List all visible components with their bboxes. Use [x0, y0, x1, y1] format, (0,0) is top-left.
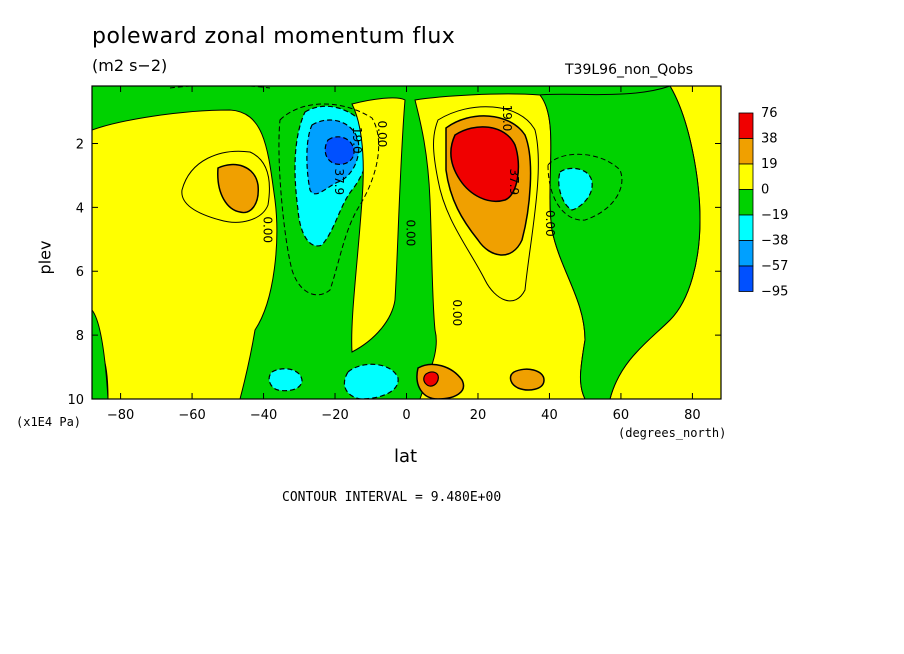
legend-label: 19	[761, 157, 778, 172]
y-axis-label: plev	[35, 240, 55, 275]
run-name: T39L96_non_Qobs	[565, 62, 694, 78]
x-tick-label: −60	[178, 408, 205, 423]
contour-label: 0.00	[261, 216, 275, 243]
legend-label: −38	[761, 234, 788, 249]
y-axis-units: (x1E4 Pa)	[16, 415, 82, 429]
region-orange-west	[217, 163, 259, 214]
legend-label: 0	[761, 183, 769, 198]
contour-label: 19.0	[350, 127, 364, 154]
region-darkblue-west	[324, 136, 355, 165]
color-legend: 76 38 19 0 −19 −38 −57 −95	[738, 106, 788, 300]
region-red-south	[423, 371, 439, 387]
y-tick-label: 6	[76, 265, 84, 280]
region-cyan-south-1	[268, 368, 303, 392]
legend-label: 76	[761, 106, 778, 121]
contour-labels: 19.0 0.00 37.9 0.00 0.00 19.0 37.9 0.00 0.00	[261, 105, 557, 327]
y-tick-label: 2	[76, 137, 84, 152]
contour-label: 19.0	[500, 105, 514, 132]
x-tick-label: 40	[541, 408, 558, 423]
contour-line-trough	[278, 103, 380, 296]
x-tick-label: 20	[470, 408, 487, 423]
y-tick-label: 4	[76, 201, 84, 216]
contour-line-west	[181, 150, 270, 223]
chart-title: poleward zonal momentum flux	[92, 24, 456, 49]
x-axis-units: (degrees_north)	[618, 426, 727, 440]
contour-line-east-neg	[547, 153, 623, 221]
region-negative-east	[539, 86, 701, 399]
contour-label: 0.00	[450, 299, 464, 326]
contour-label: 37.9	[507, 168, 521, 195]
legend-swatch	[738, 163, 754, 190]
legend-swatch	[738, 240, 754, 267]
x-axis-label: lat	[394, 446, 418, 467]
x-tick-label: 80	[684, 408, 701, 423]
legend-swatch	[738, 214, 754, 241]
x-tick-label: −80	[107, 408, 134, 423]
contour-label: 0.00	[375, 121, 389, 148]
region-positive-center	[351, 97, 406, 353]
y-tick-label: 8	[76, 329, 84, 344]
y-tick-label: 10	[67, 393, 84, 408]
legend-label: −95	[761, 285, 788, 300]
legend-swatch	[738, 112, 754, 139]
contour-line-east	[433, 106, 539, 302]
contour-line-top	[169, 86, 271, 89]
contour-label: 0.00	[543, 210, 557, 237]
x-tick-label: −20	[321, 408, 348, 423]
legend-label: 38	[761, 132, 778, 147]
x-tick-label: −40	[250, 408, 277, 423]
legend-swatch	[738, 265, 754, 292]
legend-swatch	[738, 189, 754, 216]
region-cyan-south-2	[343, 363, 399, 399]
region-positive-west	[92, 109, 278, 399]
x-tick-label: 0	[402, 408, 410, 423]
contour-interval: CONTOUR INTERVAL = 9.480E+00	[282, 490, 502, 505]
contour-label: 0.00	[404, 220, 418, 247]
region-orange-south-2	[509, 368, 545, 391]
region-cyan-east	[558, 167, 593, 211]
legend-label: −57	[761, 259, 788, 274]
axis-ticks: −80 −60 −40 −20 0 20 40 60 80 2 4 6 8 10	[67, 86, 721, 423]
x-tick-label: 60	[613, 408, 630, 423]
region-red-east	[450, 126, 520, 202]
legend-swatch	[738, 138, 754, 165]
legend-label: −19	[761, 208, 788, 223]
contour-label: 37.9	[332, 168, 346, 195]
contour-fill-layer	[92, 86, 721, 399]
chart-units: (m2 s−2)	[92, 56, 168, 75]
